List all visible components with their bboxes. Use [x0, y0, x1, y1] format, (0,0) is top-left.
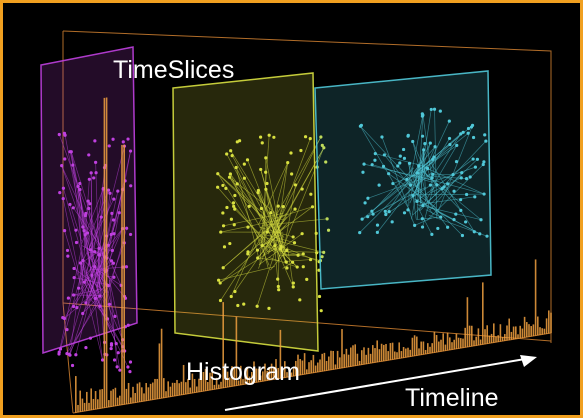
- timeslices-label: TimeSlices: [113, 56, 235, 84]
- timeline-arrow: [224, 355, 537, 411]
- slice-3-links: [359, 109, 488, 237]
- slice-2-plane: [172, 72, 331, 352]
- histogram: [75, 97, 552, 413]
- slice-3-plane: [314, 70, 492, 290]
- slice-2-nodes: [216, 133, 331, 313]
- slice-3-nodes: [358, 107, 489, 238]
- histogram-label: Histogram: [186, 358, 300, 386]
- timeslice-scene: [40, 30, 552, 414]
- timeline-label: Timeline: [405, 384, 499, 412]
- slice-2-links: [217, 135, 328, 307]
